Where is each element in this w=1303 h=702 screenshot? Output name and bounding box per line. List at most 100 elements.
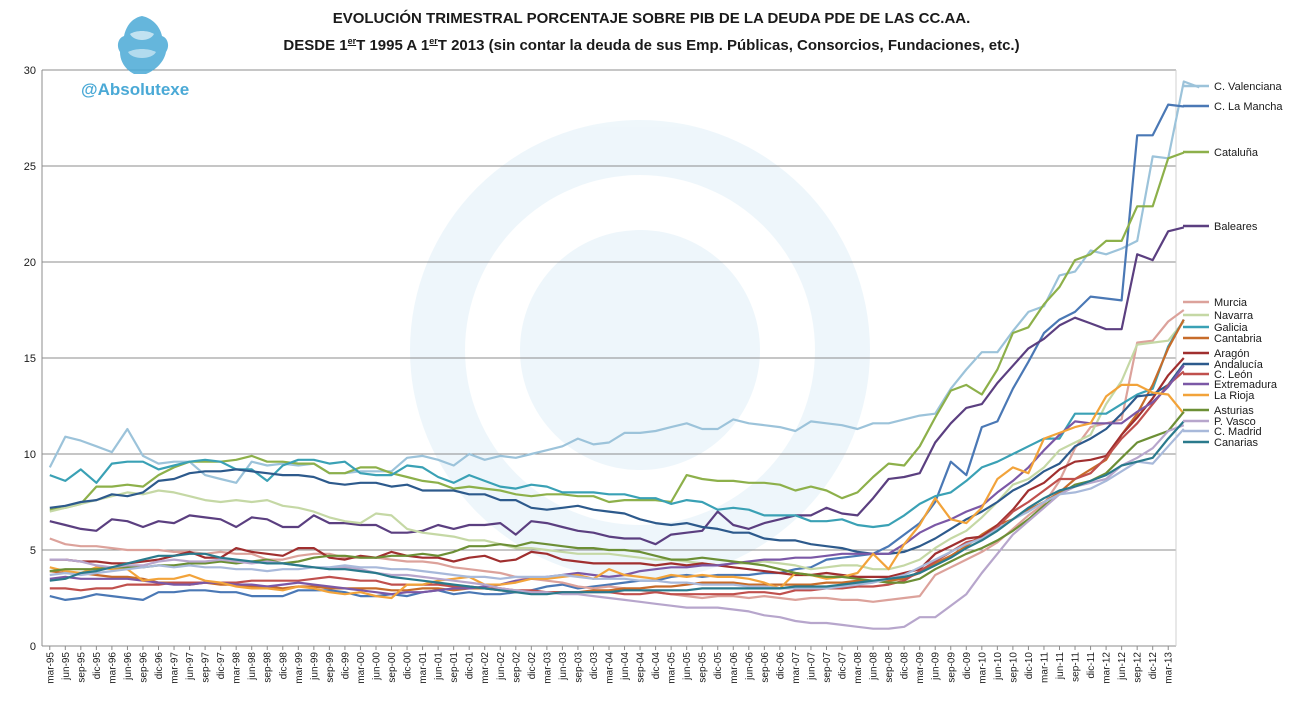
x-tick-label: sep-02 (511, 652, 522, 683)
series-line-c-madrid (49, 428, 1185, 590)
legend-label: C. Valenciana (1214, 81, 1283, 93)
author-handle: @Absolutexe (81, 80, 190, 99)
series-line-asturias (49, 411, 1185, 584)
x-tick-label: mar-00 (356, 652, 367, 684)
series-line-p-vasco (49, 424, 1185, 630)
x-tick-label: mar-02 (480, 652, 491, 684)
x-tick-label: mar-97 (170, 652, 181, 684)
x-tick-label: jun-96 (123, 652, 134, 681)
x-tick-label: sep-08 (884, 652, 895, 683)
x-tick-label: dic-96 (154, 652, 165, 680)
x-tick-label: jun-98 (247, 652, 258, 681)
legend-label: Cantabria (1214, 333, 1263, 345)
x-tick-label: sep-96 (138, 652, 149, 683)
series-line-c-la-mancha (49, 103, 1184, 602)
series-line-murcia (49, 309, 1185, 603)
x-tick-label: jun-11 (1055, 652, 1066, 680)
x-tick-label: jun-02 (496, 652, 507, 681)
legend-label: C. Madrid (1214, 426, 1262, 438)
x-tick-label: jun-03 (558, 652, 569, 681)
y-tick-label: 10 (24, 449, 36, 461)
legend-label: C. León (1214, 369, 1253, 381)
x-tick-label: mar-01 (418, 652, 429, 684)
x-tick-label: dic-98 (278, 652, 289, 680)
series-line-c-valenciana (48, 80, 1200, 484)
y-tick-label: 20 (24, 257, 36, 269)
x-tick-label: jun-05 (682, 652, 693, 681)
y-tick-label: 0 (30, 641, 36, 653)
watermark-emblem (410, 120, 870, 580)
x-tick-label: mar-96 (107, 652, 118, 684)
y-tick-label: 5 (30, 545, 36, 557)
x-tick-label: sep-11 (1071, 652, 1082, 682)
legend-label: Aragón (1214, 348, 1249, 360)
x-tick-label: mar-07 (791, 652, 802, 684)
x-tick-label: dic-04 (651, 652, 662, 680)
series-line-arag-n (49, 357, 1185, 579)
chart-title-line1: EVOLUCIÓN TRIMESTRAL PORCENTAJE SOBRE PI… (332, 10, 971, 27)
x-tick-label: mar-08 (853, 652, 864, 684)
x-tick-label: dic-03 (589, 652, 600, 680)
legend-label: C. La Mancha (1214, 101, 1283, 113)
series-line-baleares (49, 226, 1185, 546)
legend-label: Canarias (1214, 437, 1259, 449)
x-tick-label: sep-04 (636, 652, 647, 683)
x-tick-label: jun-06 (744, 652, 755, 681)
x-tick-label: dic-01 (465, 652, 476, 680)
x-tick-label: mar-10 (977, 652, 988, 684)
x-tick-label: mar-06 (729, 652, 740, 684)
legend-label: Asturias (1214, 405, 1254, 417)
chart-title-line2: DESDE 1erT 1995 A 1erT 2013 (sin contar … (0, 36, 1303, 54)
x-tick-label: dic-05 (713, 652, 724, 680)
x-tick-label: jun-12 (1117, 652, 1128, 681)
x-tick-label: sep-97 (201, 652, 212, 683)
x-tick-label: jun-97 (185, 652, 196, 681)
x-tick-label: sep-99 (325, 652, 336, 683)
title-part-a: DESDE 1 (283, 37, 348, 54)
x-tick-label: jun-09 (931, 652, 942, 681)
x-tick-label: dic-95 (92, 652, 103, 680)
legend-label: P. Vasco (1214, 416, 1256, 428)
x-tick-label: dic-02 (527, 652, 538, 680)
legend-label: La Rioja (1214, 390, 1255, 402)
x-tick-label: dic-07 (838, 652, 849, 680)
series-line-andaluc-a (49, 363, 1185, 555)
x-tick-label: sep-05 (698, 652, 709, 683)
griffin-logo-icon (117, 16, 169, 74)
x-tick-label: sep-95 (76, 652, 87, 683)
x-tick-label: sep-98 (263, 652, 274, 683)
title-part-c: T 2013 (sin contar la deuda de sus Emp. … (437, 37, 1020, 54)
x-tick-label: jun-99 (309, 652, 320, 681)
legend-label: Baleares (1214, 221, 1258, 233)
x-tick-label: sep-06 (760, 652, 771, 683)
series-line-c-le-n (49, 370, 1185, 596)
x-tick-label: jun-04 (620, 652, 631, 681)
x-tick-label: sep-00 (387, 652, 398, 683)
x-tick-label: sep-07 (822, 652, 833, 683)
x-tick-label: dic-99 (340, 652, 351, 680)
x-tick-label: sep-03 (573, 652, 584, 683)
x-tick-label: sep-10 (1008, 652, 1019, 683)
x-tick-label: mar-03 (542, 652, 553, 684)
x-tick-label: dic-12 (1148, 652, 1159, 680)
x-tick-label: jun-00 (371, 652, 382, 681)
x-tick-label: dic-10 (1024, 652, 1035, 680)
series-lines (48, 80, 1200, 630)
y-axis-ticks: 0 5 10 15 20 25 30 (24, 65, 36, 653)
x-tick-label: mar-11 (1039, 652, 1050, 683)
y-tick-label: 25 (24, 161, 36, 173)
x-tick-label: mar-13 (1164, 652, 1175, 684)
series-line-la-rioja (49, 383, 1185, 600)
x-tick-label: jun-10 (993, 652, 1004, 681)
title-sup-2: er (429, 36, 438, 46)
x-tick-label: dic-97 (216, 652, 227, 680)
x-tick-label: dic-06 (775, 652, 786, 680)
legend-label: Extremadura (1214, 379, 1278, 391)
x-tick-label: sep-09 (946, 652, 957, 683)
y-tick-label: 15 (24, 353, 36, 365)
x-tick-label: mar-04 (605, 652, 616, 684)
x-tick-label: jun-08 (869, 652, 880, 681)
series-line-canarias (49, 420, 1185, 596)
x-tick-label: mar-09 (915, 652, 926, 684)
